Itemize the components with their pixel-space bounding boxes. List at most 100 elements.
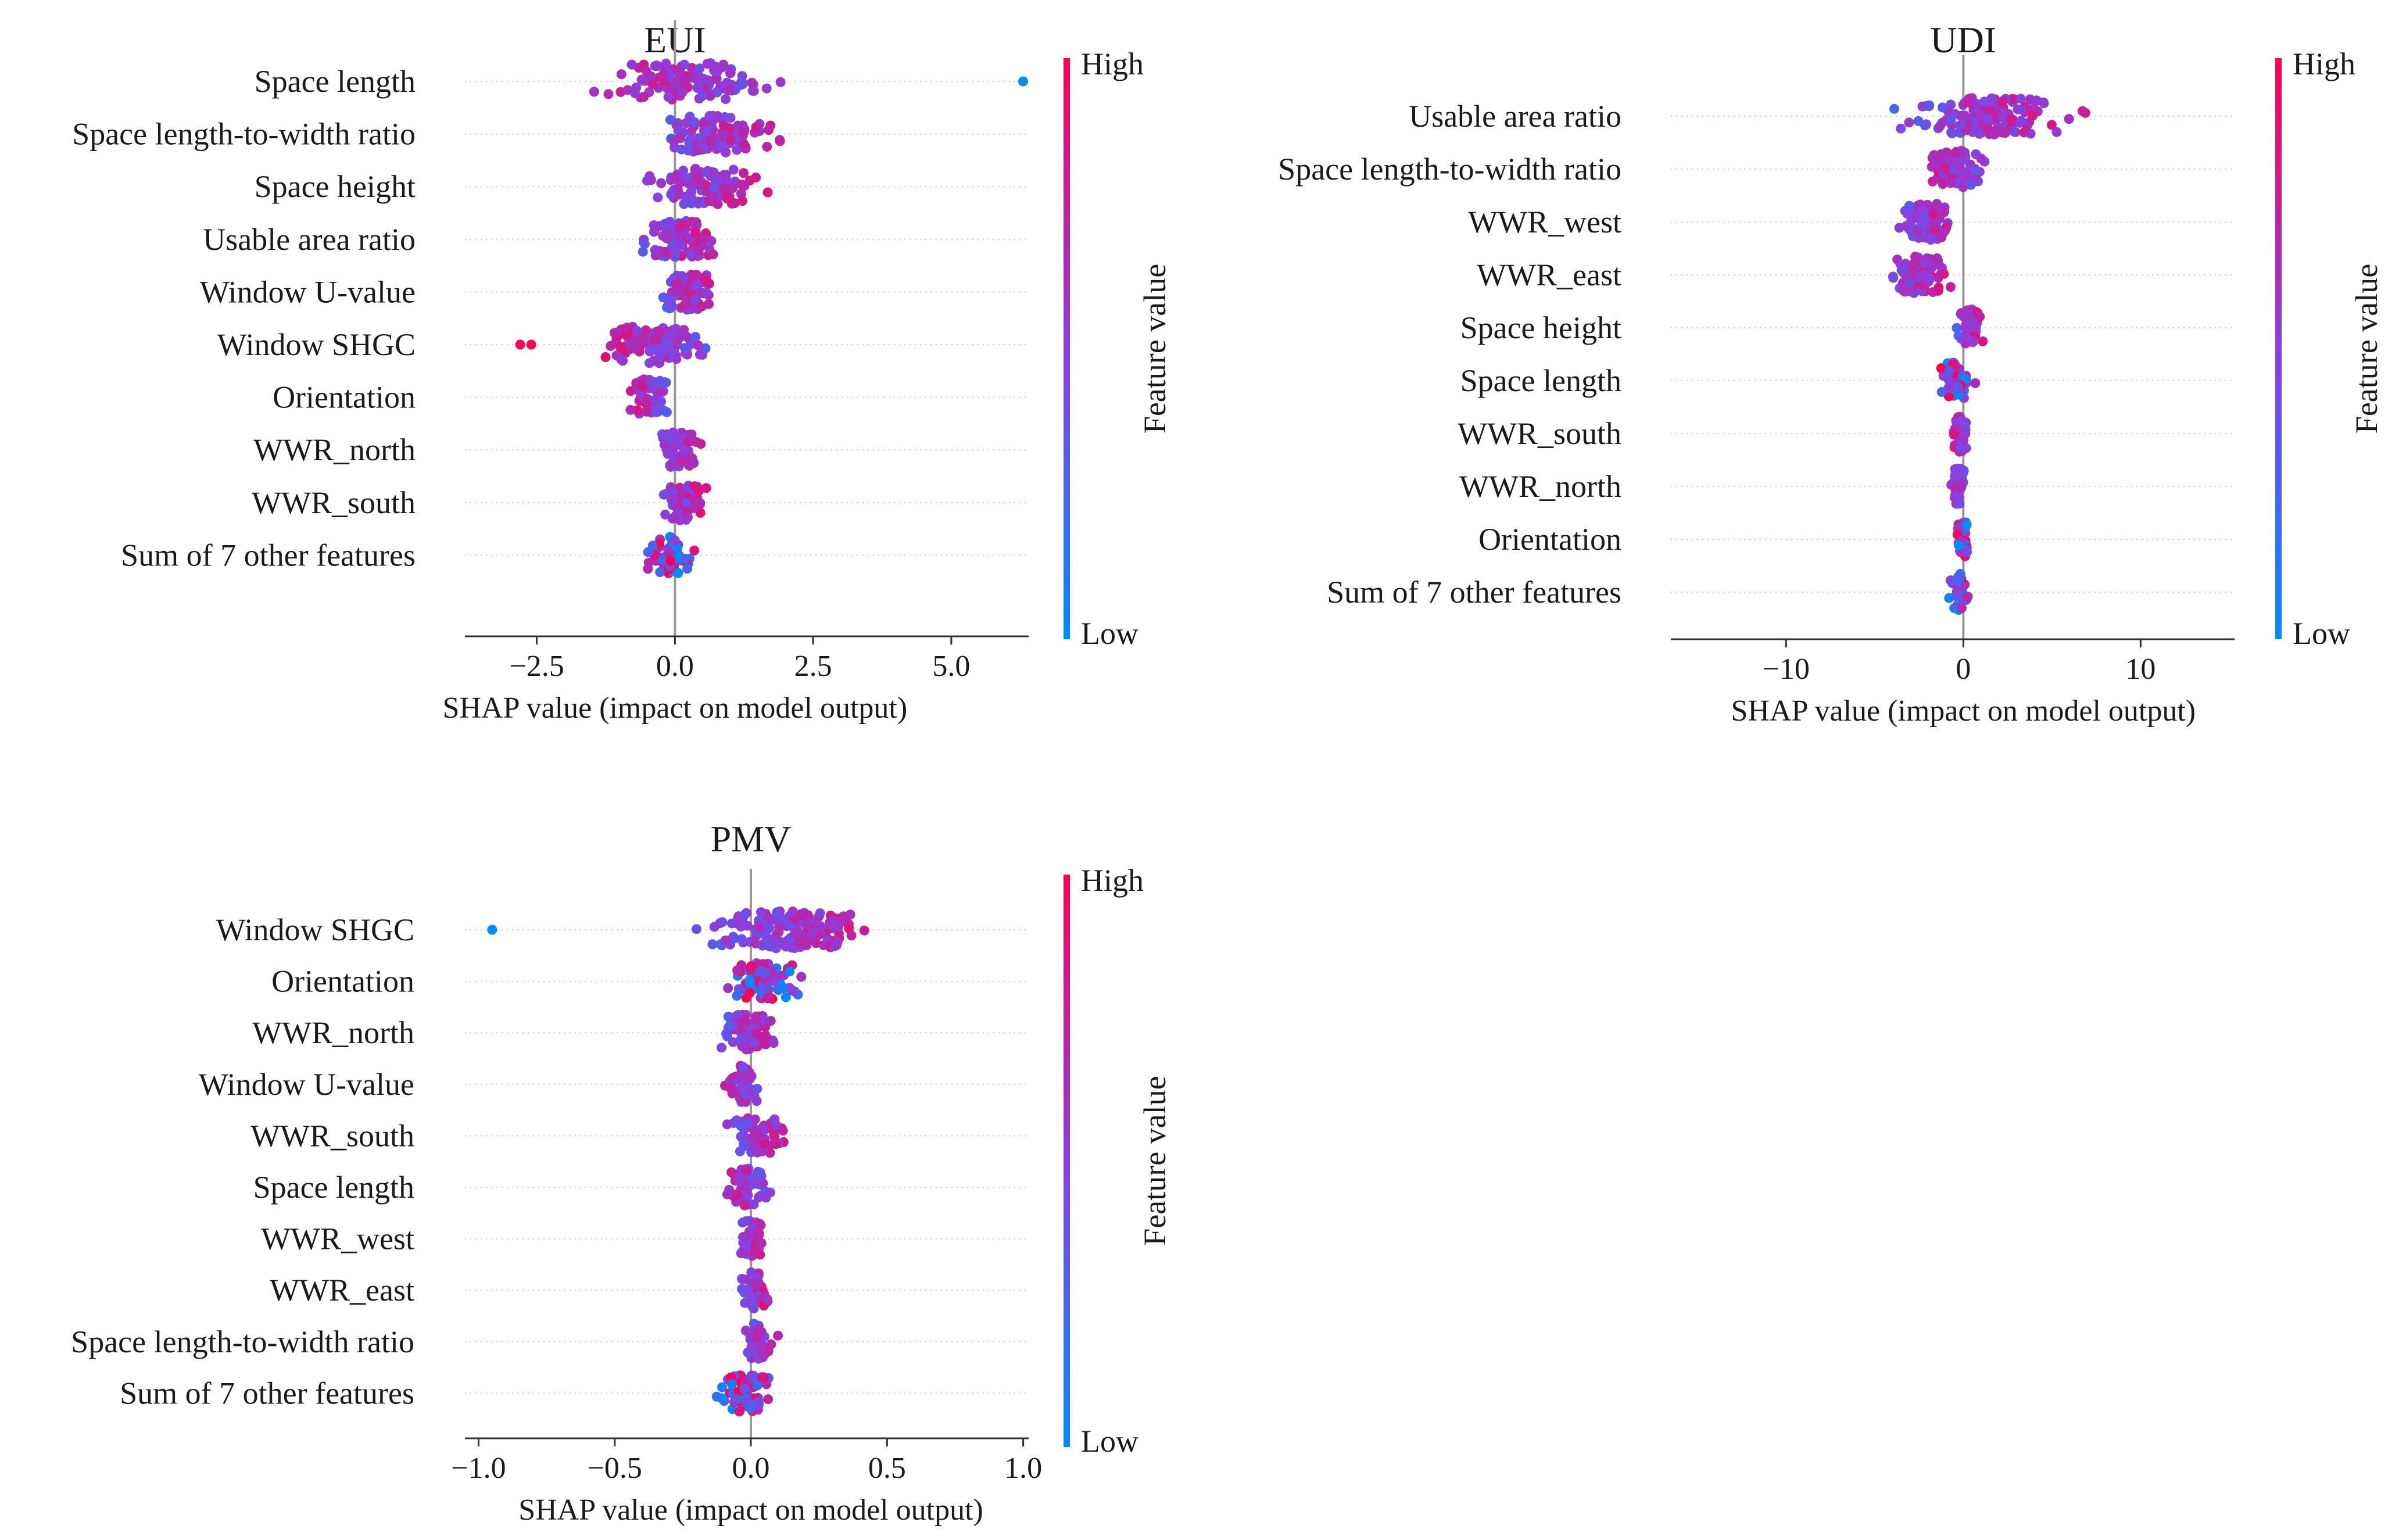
shap-point xyxy=(1954,540,1964,550)
shap-point xyxy=(1939,206,1949,217)
shap-point xyxy=(757,1342,767,1352)
shap-point xyxy=(1952,589,1963,599)
shap-point xyxy=(1950,491,1961,502)
shap-point xyxy=(765,1016,776,1026)
shap-point xyxy=(702,75,713,85)
shap-point xyxy=(1996,112,2007,123)
shap-point xyxy=(2028,110,2038,121)
shap-point xyxy=(725,134,736,145)
shap-point xyxy=(698,232,708,243)
x-axis-label: SHAP value (impact on model output) xyxy=(518,1494,983,1527)
shap-point xyxy=(664,217,675,227)
shap-point xyxy=(723,1011,733,1022)
shap-point xyxy=(737,79,748,89)
shap-point xyxy=(790,928,800,939)
feature-label: Window SHGC xyxy=(216,912,414,947)
shap-point xyxy=(737,1274,747,1284)
shap-point xyxy=(680,343,690,353)
shap-point xyxy=(717,1043,726,1053)
shap-point xyxy=(659,439,669,450)
shap-point xyxy=(700,274,710,284)
shap-point xyxy=(2016,105,2027,114)
shap-point xyxy=(693,82,704,92)
colorbar-label: Feature value xyxy=(1137,1076,1172,1245)
shap-point xyxy=(678,220,688,230)
shap-point xyxy=(637,76,647,86)
shap-point xyxy=(780,941,790,951)
shap-point xyxy=(750,1114,760,1124)
shap-point xyxy=(661,58,671,69)
beeswarm-row xyxy=(740,1319,783,1364)
x-tick-label: 0.5 xyxy=(868,1452,906,1485)
shap-point xyxy=(1928,176,1938,187)
shap-point xyxy=(2046,120,2057,130)
shap-point xyxy=(639,239,650,249)
shap-point xyxy=(658,69,669,79)
shap-point xyxy=(1952,323,1962,333)
shap-point xyxy=(846,930,857,941)
shap-point xyxy=(690,332,701,342)
shap-point xyxy=(679,272,689,282)
shap-point xyxy=(615,342,625,352)
shap-point xyxy=(717,1382,727,1392)
shap-point xyxy=(700,343,711,353)
shap-point xyxy=(653,326,664,336)
shap-point xyxy=(686,250,696,260)
shap-point xyxy=(694,349,705,360)
shap-point xyxy=(675,67,685,77)
shap-point xyxy=(752,1333,762,1343)
beeswarm-row xyxy=(1952,305,1988,349)
shap-point xyxy=(719,112,730,122)
shap-point xyxy=(774,927,784,937)
shap-point xyxy=(2039,98,2049,109)
shap-point xyxy=(1961,520,1972,530)
shap-point xyxy=(787,906,798,916)
feature-label: WWR_south xyxy=(252,485,416,520)
shap-point xyxy=(1920,120,1930,131)
shap-point xyxy=(1944,366,1954,377)
shap-point xyxy=(1894,223,1904,233)
shap-point xyxy=(658,555,668,565)
shap-point xyxy=(1935,121,1945,131)
colorbar-low-label: Low xyxy=(1081,1424,1138,1459)
shap-point xyxy=(787,986,798,996)
shap-point xyxy=(1965,180,1976,190)
shap-point xyxy=(1971,323,1981,333)
colorbar-low-label: Low xyxy=(1081,616,1138,651)
beeswarm-row xyxy=(720,1061,762,1107)
shap-point xyxy=(667,494,678,504)
shap-point xyxy=(717,62,728,73)
chart-panel-pmv: PMV Window SHGC Orientation WWR_north Window… xyxy=(71,818,1172,1527)
shap-point xyxy=(1938,179,1948,189)
shap-point xyxy=(737,71,747,81)
beeswarm-row xyxy=(657,427,706,472)
beeswarm-row xyxy=(658,481,711,525)
shap-point xyxy=(765,941,775,952)
beeswarm-row xyxy=(1894,199,1953,245)
shap-point xyxy=(742,1118,753,1127)
shap-point xyxy=(794,937,804,948)
shap-point xyxy=(616,354,626,364)
beeswarm-row xyxy=(589,58,1028,105)
shap-point xyxy=(1940,164,1951,174)
shap-point xyxy=(686,429,697,440)
shap-point xyxy=(669,252,680,262)
beeswarm-row xyxy=(625,374,672,419)
x-axis-label: SHAP value (impact on model output) xyxy=(1731,694,2196,728)
shap-point xyxy=(1902,209,1913,219)
shap-point xyxy=(707,939,718,950)
shap-point xyxy=(665,556,675,567)
shap-point xyxy=(728,183,738,194)
shap-point xyxy=(731,1189,742,1199)
shap-point xyxy=(1945,178,1956,188)
beeswarm-row xyxy=(665,110,785,157)
shap-point xyxy=(2006,114,2016,124)
shap-point xyxy=(775,135,785,145)
shap-point xyxy=(728,164,739,175)
shap-point xyxy=(711,1391,722,1402)
shap-point xyxy=(764,991,774,1002)
shap-point xyxy=(679,446,689,456)
shap-point xyxy=(740,1090,751,1100)
shap-point xyxy=(681,191,691,202)
